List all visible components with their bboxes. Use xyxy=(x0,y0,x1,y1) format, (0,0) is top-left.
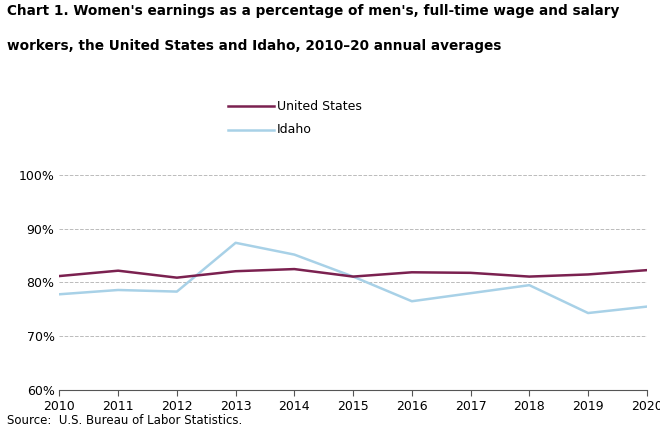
Text: United States: United States xyxy=(277,100,362,113)
Text: Idaho: Idaho xyxy=(277,123,312,136)
Text: workers, the United States and Idaho, 2010–20 annual averages: workers, the United States and Idaho, 20… xyxy=(7,39,501,53)
Text: Chart 1. Women's earnings as a percentage of men's, full-time wage and salary: Chart 1. Women's earnings as a percentag… xyxy=(7,4,619,18)
Text: Source:  U.S. Bureau of Labor Statistics.: Source: U.S. Bureau of Labor Statistics. xyxy=(7,414,242,427)
